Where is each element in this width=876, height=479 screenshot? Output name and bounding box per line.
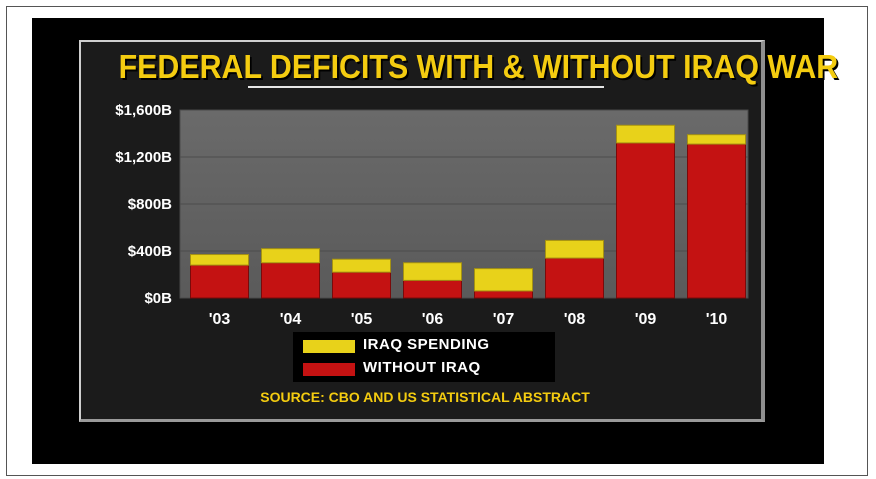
- bar-iraq-spending: [403, 262, 462, 281]
- legend-label-without-iraq: WITHOUT IRAQ: [363, 359, 481, 376]
- bar-without-iraq: [261, 262, 320, 299]
- bar-iraq-spending: [332, 258, 391, 273]
- source-note: SOURCE: CBO AND US STATISTICAL ABSTRACT: [260, 389, 590, 405]
- bar-iraq-spending: [616, 124, 675, 144]
- legend-swatch-without-iraq: [303, 363, 355, 376]
- bar-without-iraq: [616, 142, 675, 299]
- x-tick-label: '07: [493, 311, 515, 328]
- legend-item-iraq-spending: IRAQ SPENDING: [293, 334, 555, 356]
- x-tick-labels: '03 '04 '05 '06 '07 '08 '09 '10: [209, 311, 728, 328]
- bar-iraq-spending: [190, 254, 249, 266]
- y-tick-label: $0B: [144, 290, 172, 307]
- bar-without-iraq: [687, 143, 746, 299]
- bar-without-iraq: [545, 257, 604, 299]
- x-tick-label: '06: [422, 311, 444, 328]
- x-tick-label: '08: [564, 311, 586, 328]
- title-underline: [248, 86, 604, 88]
- legend: IRAQ SPENDING WITHOUT IRAQ: [293, 332, 555, 382]
- bar-without-iraq: [403, 279, 462, 299]
- y-tick-label: $800B: [128, 196, 172, 213]
- bar-without-iraq: [474, 290, 533, 299]
- x-tick-label: '09: [635, 311, 657, 328]
- legend-item-without-iraq: WITHOUT IRAQ: [293, 357, 555, 379]
- bar-iraq-spending: [545, 239, 604, 259]
- legend-swatch-iraq-spending: [303, 340, 355, 353]
- chart-title: FEDERAL DEFICITS WITH & WITHOUT IRAQ WAR: [118, 48, 839, 85]
- y-tick-label: $1,600B: [115, 102, 172, 119]
- bar-without-iraq: [332, 271, 391, 299]
- x-tick-label: '03: [209, 311, 231, 328]
- x-tick-label: '05: [351, 311, 373, 328]
- x-tick-label: '04: [280, 311, 302, 328]
- y-tick-label: $1,200B: [115, 149, 172, 166]
- bar-iraq-spending: [261, 248, 320, 264]
- y-tick-label: $400B: [128, 243, 172, 260]
- bars: [190, 124, 746, 299]
- bar-iraq-spending: [474, 268, 533, 292]
- legend-label-iraq-spending: IRAQ SPENDING: [363, 336, 490, 353]
- y-tick-labels: $0B $400B $800B $1,200B $1,600B: [115, 102, 172, 307]
- x-tick-label: '10: [706, 311, 728, 328]
- bar-without-iraq: [190, 264, 249, 299]
- bar-iraq-spending: [687, 134, 746, 145]
